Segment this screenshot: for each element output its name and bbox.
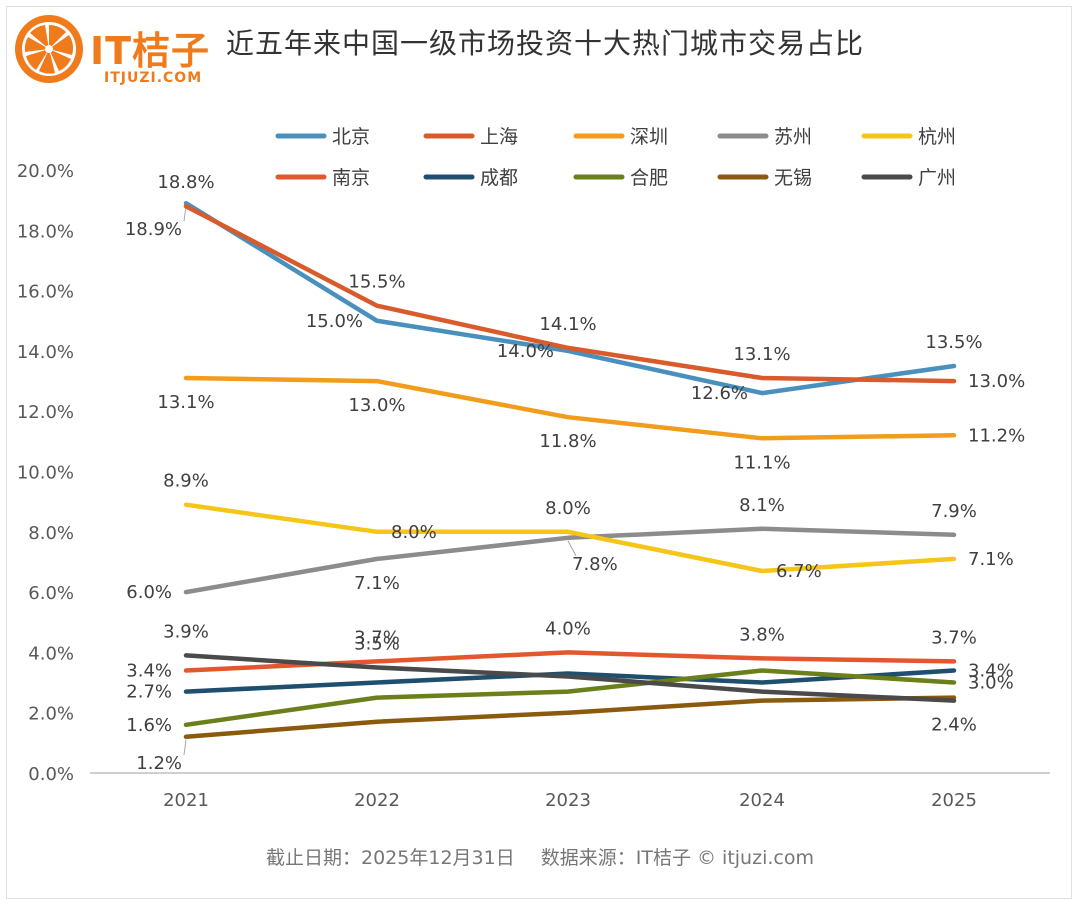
- data-label: 3.9%: [163, 621, 209, 642]
- y-tick-label: 12.0%: [17, 402, 74, 423]
- x-tick-label: 2021: [163, 790, 209, 811]
- data-label: 11.2%: [968, 425, 1025, 446]
- x-tick-label: 2022: [354, 790, 400, 811]
- legend-item: 苏州: [717, 126, 812, 148]
- data-label: 8.1%: [739, 495, 785, 516]
- data-label: 8.0%: [391, 522, 437, 543]
- data-label: 15.0%: [306, 311, 363, 332]
- label-leader-line: [183, 739, 187, 755]
- series-line-上海: [183, 203, 957, 384]
- data-label: 6.0%: [126, 582, 172, 603]
- chart-title: 近五年来中国一级市场投资十大热门城市交易占比: [226, 27, 865, 60]
- series-line-北京: [183, 200, 957, 396]
- data-label: 14.0%: [497, 341, 554, 362]
- footer: 截止日期：2025年12月31日 数据来源：IT桔子 © itjuzi.com: [0, 843, 1080, 870]
- data-label: 8.9%: [163, 471, 209, 492]
- legend-label: 苏州: [774, 126, 812, 148]
- orange-logo-icon: [15, 15, 83, 83]
- y-tick-label: 6.0%: [28, 583, 74, 604]
- brand-name: IT桔子: [90, 29, 211, 73]
- data-label: 4.0%: [545, 618, 591, 639]
- data-label: 3.4%: [126, 660, 172, 681]
- data-label: 13.0%: [968, 371, 1025, 392]
- cutoff-date: 截止日期：2025年12月31日: [266, 847, 515, 869]
- data-label: 8.0%: [545, 498, 591, 519]
- data-label: 18.9%: [125, 219, 182, 240]
- legend-label: 深圳: [630, 126, 668, 148]
- chart-frame: [6, 6, 1072, 899]
- y-tick-label: 0.0%: [28, 764, 74, 785]
- y-tick-label: 18.0%: [17, 221, 74, 242]
- legend-label: 南京: [332, 167, 370, 189]
- legend-item: 杭州: [861, 126, 956, 148]
- data-label: 3.7%: [354, 627, 400, 648]
- data-label: 7.1%: [354, 573, 400, 594]
- legend-item: 广州: [861, 167, 956, 189]
- data-label: 1.6%: [126, 715, 172, 736]
- series-line-广州: [183, 653, 957, 703]
- legend-item: 上海: [423, 126, 518, 148]
- brand-domain: ITJUZI.COM: [104, 70, 203, 86]
- x-tick-label: 2024: [739, 790, 785, 811]
- y-tick-label: 14.0%: [17, 342, 74, 363]
- y-tick-label: 2.0%: [28, 704, 74, 725]
- data-label: 13.5%: [925, 332, 982, 353]
- legend-item: 深圳: [573, 126, 668, 148]
- legend-item: 无锡: [717, 167, 812, 189]
- data-label: 3.4%: [968, 660, 1014, 681]
- y-tick-label: 4.0%: [28, 643, 74, 664]
- data-source: 数据来源：IT桔子 © itjuzi.com: [540, 847, 814, 869]
- data-label: 13.1%: [733, 344, 790, 365]
- y-tick-label: 8.0%: [28, 523, 74, 544]
- data-label: 7.8%: [572, 554, 618, 575]
- y-tick-label: 10.0%: [17, 463, 74, 484]
- legend-label: 无锡: [774, 167, 812, 189]
- data-label: 3.0%: [968, 673, 1014, 694]
- series-line-成都: [183, 668, 957, 694]
- legend-label: 上海: [480, 126, 518, 148]
- data-label: 11.1%: [733, 452, 790, 473]
- data-label: 7.9%: [931, 501, 977, 522]
- data-label: 12.6%: [691, 383, 748, 404]
- series-line-无锡: [183, 695, 957, 740]
- label-leader-line: [567, 540, 577, 557]
- legend-label: 杭州: [918, 126, 956, 148]
- legend-label: 合肥: [630, 167, 668, 189]
- series-line-苏州: [183, 526, 957, 595]
- data-label: 11.8%: [539, 431, 596, 452]
- series-line-杭州: [183, 502, 957, 574]
- data-label: 2.4%: [931, 715, 977, 736]
- data-label: 18.8%: [157, 172, 214, 193]
- data-label: 3.8%: [739, 624, 785, 645]
- legend-item: 成都: [423, 167, 518, 189]
- data-label: 14.1%: [539, 314, 596, 335]
- legend-label: 广州: [918, 167, 956, 189]
- label-leader-line: [183, 206, 187, 222]
- legend-label: 成都: [480, 167, 518, 189]
- data-label: 7.1%: [968, 549, 1014, 570]
- data-label: 6.7%: [776, 561, 822, 582]
- y-tick-label: 20.0%: [17, 161, 74, 182]
- legend-item: 南京: [275, 167, 370, 189]
- data-label: 13.1%: [157, 392, 214, 413]
- series-line-深圳: [183, 375, 957, 441]
- x-tick-label: 2025: [931, 790, 977, 811]
- data-label: 3.5%: [354, 633, 400, 654]
- data-label: 3.7%: [931, 627, 977, 648]
- data-label: 15.5%: [348, 272, 405, 293]
- series-line-合肥: [183, 668, 957, 728]
- data-label: 1.2%: [136, 753, 182, 774]
- data-label: 2.7%: [126, 682, 172, 703]
- legend-label: 北京: [332, 126, 370, 148]
- y-tick-label: 16.0%: [17, 282, 74, 303]
- legend-item: 北京: [275, 126, 370, 148]
- legend-item: 合肥: [573, 167, 668, 189]
- data-label: 13.0%: [348, 395, 405, 416]
- x-tick-label: 2023: [545, 790, 591, 811]
